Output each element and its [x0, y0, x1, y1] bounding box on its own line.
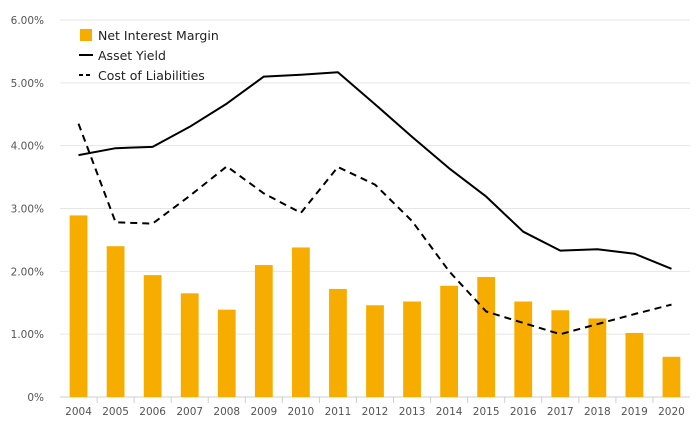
- x-tick-label: 2013: [399, 406, 426, 418]
- x-tick-label: 2009: [250, 406, 277, 418]
- y-tick-label: 5.00%: [11, 78, 44, 90]
- y-tick-label: 6.00%: [11, 15, 44, 27]
- bar: [69, 215, 88, 397]
- x-tick-label: 2020: [658, 406, 685, 418]
- bar: [254, 265, 273, 397]
- x-tick-label: 2007: [176, 406, 203, 418]
- bar: [291, 247, 310, 397]
- y-tick-label: 3.00%: [11, 204, 44, 216]
- cost-of-liabilities-line: [77, 123, 672, 336]
- y-axis-ticks: 0% 1.00% 2.00% 3.00% 4.00% 5.00% 6.00%: [11, 15, 44, 404]
- y-tick-label: 2.00%: [11, 266, 44, 278]
- legend-label-asset-yield: Asset Yield: [98, 48, 166, 63]
- legend-swatch-net-interest-margin: [80, 29, 92, 41]
- bar: [329, 288, 347, 397]
- x-tick-label: 2004: [65, 406, 92, 418]
- asset-yield-line: [78, 71, 672, 270]
- bar: [403, 301, 421, 397]
- y-tick-label: 1.00%: [11, 329, 44, 341]
- y-tick-label: 0%: [27, 392, 44, 404]
- x-tick-label: 2018: [584, 406, 611, 418]
- y-tick-label: 4.00%: [11, 141, 44, 153]
- bar: [180, 293, 199, 397]
- legend-label-cost-of-liabilities: Cost of Liabilities: [98, 68, 205, 83]
- x-tick-label: 2006: [139, 406, 166, 418]
- legend-label-net-interest-margin: Net Interest Margin: [98, 28, 219, 43]
- legend: Net Interest Margin Asset Yield Cost of …: [79, 28, 219, 83]
- bar: [477, 276, 496, 397]
- bar: [143, 275, 162, 397]
- x-tick-label: 2011: [325, 406, 352, 418]
- x-tick-label: 2015: [473, 406, 500, 418]
- bar: [551, 310, 570, 397]
- bar: [588, 318, 607, 397]
- x-tick-label: 2008: [213, 406, 240, 418]
- line-series: [77, 71, 672, 336]
- bar: [514, 301, 533, 397]
- gridlines: [60, 19, 690, 398]
- x-tick-label: 2014: [436, 406, 463, 418]
- x-tick-label: 2019: [621, 406, 648, 418]
- bar: [106, 246, 125, 397]
- x-tick-label: 2012: [362, 406, 389, 418]
- x-tick-label: 2010: [288, 406, 315, 418]
- bar: [662, 356, 681, 397]
- x-tick-label: 2016: [510, 406, 537, 418]
- bar: [440, 285, 459, 397]
- bar: [217, 309, 236, 397]
- bar: [625, 332, 644, 397]
- bar: [366, 305, 384, 397]
- x-tick-label: 2005: [102, 406, 129, 418]
- x-axis-ticks: 2004 2005 2006 2007 2008 2009 2010 2011 2012 2013…: [65, 397, 685, 418]
- x-tick-label: 2017: [547, 406, 574, 418]
- bar-series: [69, 215, 681, 397]
